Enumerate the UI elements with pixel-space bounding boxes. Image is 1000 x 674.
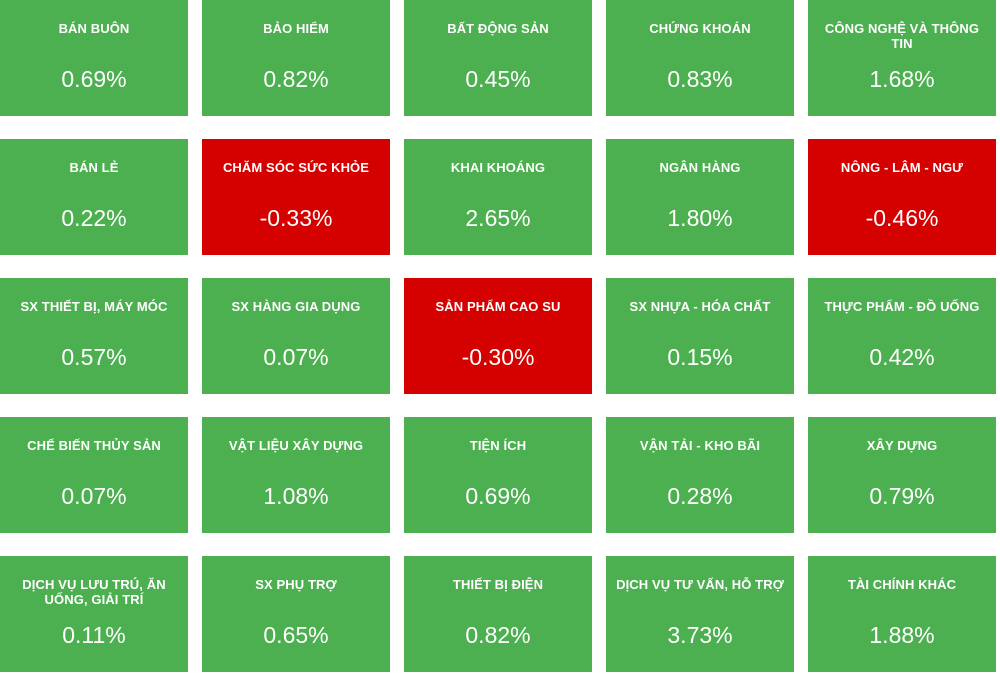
sector-change: 0.11% <box>62 622 126 648</box>
sector-name: CHẾ BIẾN THỦY SẢN <box>27 438 161 453</box>
sector-tile[interactable]: NGÂN HÀNG 1.80% <box>606 139 794 255</box>
sector-tile[interactable]: BÁN LẺ 0.22% <box>0 139 188 255</box>
sector-change: 0.28% <box>667 483 733 509</box>
sector-change: 0.45% <box>465 66 531 92</box>
sector-name: CHĂM SÓC SỨC KHỎE <box>222 160 370 175</box>
sector-name: SẢN PHẨM CAO SU <box>435 299 561 314</box>
sector-name: BÁN LẺ <box>69 160 119 175</box>
sector-change: 0.82% <box>465 622 531 648</box>
sector-change: 0.07% <box>61 483 127 509</box>
sector-tile[interactable]: BẢO HIỂM 0.82% <box>202 0 390 116</box>
sector-tile[interactable]: BÁN BUÔN 0.69% <box>0 0 188 116</box>
sector-change: -0.33% <box>259 205 333 231</box>
sector-tile[interactable]: BẤT ĐỘNG SẢN 0.45% <box>404 0 592 116</box>
sector-change: -0.46% <box>865 205 939 231</box>
sector-name: KHAI KHOÁNG <box>450 160 546 175</box>
sector-change: 1.08% <box>263 483 329 509</box>
sector-tile[interactable]: SX HÀNG GIA DỤNG 0.07% <box>202 278 390 394</box>
sector-name: THỰC PHẨM - ĐỒ UỐNG <box>824 299 980 314</box>
sector-tile[interactable]: CHỨNG KHOÁN 0.83% <box>606 0 794 116</box>
sector-name: NGÂN HÀNG <box>659 160 741 175</box>
sector-change: 0.83% <box>667 66 733 92</box>
sector-name: BẢO HIỂM <box>263 21 329 36</box>
sector-change: 1.68% <box>869 66 935 92</box>
sector-tile[interactable]: CÔNG NGHỆ VÀ THÔNG TIN 1.68% <box>808 0 996 116</box>
sector-change: 0.79% <box>869 483 935 509</box>
sector-tile[interactable]: VẬT LIỆU XÂY DỰNG 1.08% <box>202 417 390 533</box>
sector-change: 0.69% <box>61 66 127 92</box>
sector-change: 0.22% <box>61 205 127 231</box>
sector-name: BẤT ĐỘNG SẢN <box>447 21 549 36</box>
sector-name: TÀI CHÍNH KHÁC <box>847 577 957 592</box>
sector-tile[interactable]: SX THIẾT BỊ, MÁY MÓC 0.57% <box>0 278 188 394</box>
sector-change: 2.65% <box>465 205 531 231</box>
sector-name: BÁN BUÔN <box>58 21 130 36</box>
sector-name: THIẾT BỊ ĐIỆN <box>452 577 544 592</box>
sector-change: 0.42% <box>869 344 935 370</box>
sector-name: SX THIẾT BỊ, MÁY MÓC <box>20 299 168 314</box>
sector-tile[interactable]: KHAI KHOÁNG 2.65% <box>404 139 592 255</box>
sector-change: 1.88% <box>869 622 935 648</box>
sector-tile[interactable]: TÀI CHÍNH KHÁC 1.88% <box>808 556 996 672</box>
sector-tile[interactable]: THỰC PHẨM - ĐỒ UỐNG 0.42% <box>808 278 996 394</box>
sector-change: 0.57% <box>61 344 127 370</box>
sector-name: NÔNG - LÂM - NGƯ <box>840 160 964 175</box>
sector-tile[interactable]: THIẾT BỊ ĐIỆN 0.82% <box>404 556 592 672</box>
sector-tile[interactable]: VẬN TẢI - KHO BÃI 0.28% <box>606 417 794 533</box>
sector-name: VẬT LIỆU XÂY DỰNG <box>228 438 364 453</box>
sector-name: SX PHỤ TRỢ <box>255 577 337 592</box>
sector-tile[interactable]: DỊCH VỤ LƯU TRÚ, ĂN UỐNG, GIẢI TRÍ 0.11% <box>0 556 188 672</box>
sector-name: VẬN TẢI - KHO BÃI <box>639 438 761 453</box>
sector-name: DỊCH VỤ LƯU TRÚ, ĂN UỐNG, GIẢI TRÍ <box>22 577 166 607</box>
sector-change: 0.07% <box>263 344 329 370</box>
sector-tile[interactable]: TIỆN ÍCH 0.69% <box>404 417 592 533</box>
sector-change: 0.82% <box>263 66 329 92</box>
sector-tile[interactable]: NÔNG - LÂM - NGƯ -0.46% <box>808 139 996 255</box>
sector-name: XÂY DỰNG <box>866 438 938 453</box>
sector-name: SX HÀNG GIA DỤNG <box>231 299 361 314</box>
sector-change: 0.15% <box>667 344 733 370</box>
sector-name: CÔNG NGHỆ VÀ THÔNG TIN <box>824 21 980 51</box>
sector-tile[interactable]: XÂY DỰNG 0.79% <box>808 417 996 533</box>
sector-change: 0.69% <box>465 483 531 509</box>
sector-name: SX NHỰA - HÓA CHẤT <box>629 299 771 314</box>
sector-tile[interactable]: SX NHỰA - HÓA CHẤT 0.15% <box>606 278 794 394</box>
sector-change: 1.80% <box>667 205 733 231</box>
sector-name: CHỨNG KHOÁN <box>649 21 751 36</box>
sector-tile[interactable]: CHĂM SÓC SỨC KHỎE -0.33% <box>202 139 390 255</box>
sector-tile[interactable]: CHẾ BIẾN THỦY SẢN 0.07% <box>0 417 188 533</box>
sector-tile[interactable]: SX PHỤ TRỢ 0.65% <box>202 556 390 672</box>
sector-change: 0.65% <box>263 622 329 648</box>
sector-change: -0.30% <box>461 344 535 370</box>
sector-change: 3.73% <box>667 622 733 648</box>
sector-tile[interactable]: DỊCH VỤ TƯ VẤN, HỖ TRỢ 3.73% <box>606 556 794 672</box>
sector-name: TIỆN ÍCH <box>469 438 527 453</box>
sector-tile[interactable]: SẢN PHẨM CAO SU -0.30% <box>404 278 592 394</box>
sector-name: DỊCH VỤ TƯ VẤN, HỖ TRỢ <box>616 577 784 592</box>
